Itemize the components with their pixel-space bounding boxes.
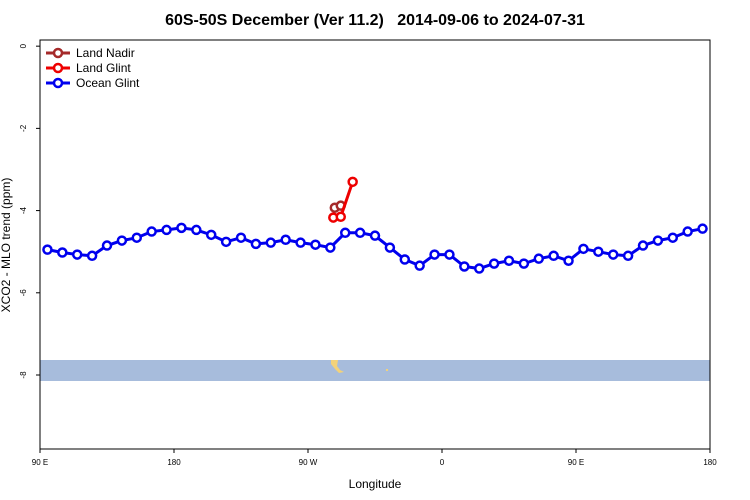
point — [295, 237, 306, 248]
land-shape — [331, 360, 344, 373]
point — [563, 255, 574, 266]
point — [667, 232, 679, 243]
point — [335, 211, 347, 223]
point — [161, 224, 172, 236]
point — [176, 222, 187, 234]
point — [459, 261, 470, 272]
land-shape — [386, 369, 388, 371]
point — [205, 229, 217, 241]
point — [369, 230, 381, 241]
point — [57, 247, 68, 258]
point — [429, 249, 440, 260]
x-tick-label: 180 — [703, 458, 717, 467]
point — [71, 249, 83, 260]
point — [682, 226, 693, 237]
point — [116, 235, 128, 246]
chart-title: 60S-50S December (Ver 11.2) 2014-09-06 t… — [165, 12, 585, 29]
y-tick-label: -2 — [19, 124, 28, 132]
legend-marker — [52, 62, 64, 74]
point — [399, 254, 411, 265]
point — [607, 249, 619, 260]
point — [518, 258, 530, 269]
point — [146, 226, 157, 237]
point — [310, 239, 321, 250]
x-axis-label: Longitude — [349, 477, 402, 491]
point — [533, 253, 545, 264]
point — [250, 238, 262, 250]
point — [578, 243, 589, 255]
map-strip — [40, 360, 710, 381]
point — [414, 260, 425, 271]
y-tick-label: -4 — [19, 206, 28, 214]
point — [697, 223, 708, 234]
x-tick-label: 90 W — [299, 458, 318, 467]
point — [652, 235, 664, 246]
point — [354, 227, 366, 239]
y-tick-label: 0 — [19, 43, 28, 48]
y-tick-label: -8 — [19, 371, 28, 379]
point — [622, 250, 634, 262]
point — [86, 250, 98, 262]
point — [347, 176, 358, 188]
point — [265, 237, 277, 248]
legend-marker — [52, 77, 64, 89]
point — [444, 249, 455, 260]
legend-marker — [52, 47, 64, 59]
point — [548, 250, 559, 262]
y-tick-label: -6 — [19, 289, 28, 297]
x-tick-label: 90 E — [32, 458, 48, 467]
point — [191, 224, 202, 236]
point — [473, 263, 485, 274]
point — [488, 258, 500, 269]
point — [637, 240, 649, 251]
point — [101, 240, 113, 251]
point — [384, 242, 396, 253]
point — [131, 232, 143, 243]
x-tick-label: 180 — [167, 458, 181, 467]
point — [503, 255, 515, 266]
x-tick-label: 90 E — [568, 458, 584, 467]
point — [339, 227, 351, 239]
x-tick-label: 0 — [440, 458, 445, 467]
legend-label: Land Nadir — [76, 46, 135, 60]
point — [593, 246, 604, 257]
legend-label: Land Glint — [76, 61, 131, 75]
point — [220, 236, 232, 248]
y-axis-label: XCO2 - MLO trend (ppm) — [0, 178, 13, 313]
point — [325, 242, 336, 253]
point — [280, 234, 291, 246]
point — [42, 244, 53, 255]
legend-label: Ocean Glint — [76, 76, 140, 90]
point — [235, 232, 247, 243]
plot-frame — [39, 39, 711, 450]
